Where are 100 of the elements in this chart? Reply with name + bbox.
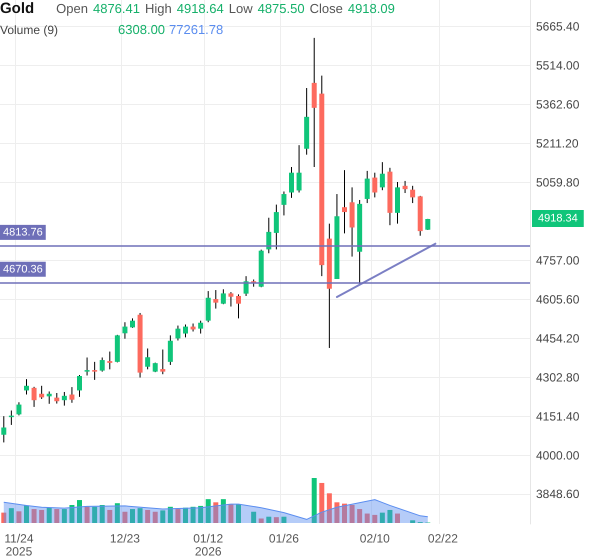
y-tick-label: 4151.40: [536, 409, 580, 424]
bar: [357, 509, 362, 523]
bar: [54, 509, 60, 523]
x-tick-label: 11/24 2025: [4, 532, 34, 558]
bar: [183, 508, 188, 523]
candlestick: [364, 170, 370, 204]
candlestick: [46, 390, 52, 404]
ref-line-label: 4813.76: [3, 226, 43, 238]
candlestick: [130, 318, 135, 328]
candlestick: [54, 392, 60, 404]
bar: [84, 506, 90, 523]
annotation: 6308.00: [118, 22, 166, 37]
candlestick: [402, 180, 408, 194]
bar: [1, 512, 6, 523]
y-tick-label: 3848.60: [536, 487, 580, 502]
candlestick: [175, 325, 180, 341]
bar: [77, 500, 82, 523]
bar: [326, 493, 332, 523]
candlestick: [296, 144, 302, 194]
bar: [213, 502, 218, 523]
candlestick: [380, 162, 385, 191]
candlestick: [32, 386, 37, 408]
ref-line-label: 4670.36: [3, 263, 43, 276]
bar: [62, 509, 67, 523]
bar: [251, 512, 256, 523]
candlestick: [236, 294, 241, 319]
bar: [266, 516, 272, 523]
bar: [319, 482, 324, 523]
candlestick: [342, 170, 347, 234]
bar: [175, 509, 180, 523]
bar: [198, 506, 204, 523]
candlestick: [220, 288, 226, 305]
bar: [107, 510, 112, 523]
y-tick-label: 4757.00: [536, 253, 580, 268]
bar: [160, 510, 166, 523]
text: 4918.34: [538, 212, 578, 224]
bar: [312, 478, 317, 523]
candlestick: [206, 290, 211, 323]
bar: [168, 506, 173, 523]
candlestick: [107, 351, 112, 370]
candlestick: [100, 356, 105, 372]
y-tick-label: 5211.20: [536, 136, 579, 151]
candlestick: [213, 290, 218, 310]
candlestick: [183, 324, 188, 338]
bar: [281, 516, 286, 523]
annotation: 4875.50: [258, 1, 305, 16]
bar: [236, 504, 241, 523]
bar: [258, 518, 264, 523]
bar: [342, 504, 347, 523]
candlestick: [372, 172, 378, 198]
candlestick: [198, 320, 204, 334]
bar: [410, 520, 416, 523]
bar: [92, 506, 98, 523]
candlestick: [24, 378, 29, 396]
bar: [395, 514, 400, 523]
candlestick: [274, 204, 279, 250]
candlestick: [8, 410, 14, 426]
candlestick: [145, 348, 150, 370]
bar: [228, 504, 234, 523]
bar: [32, 509, 37, 523]
candlestick: [228, 292, 234, 308]
annotation: 77261.78: [169, 22, 224, 37]
bar: [152, 512, 158, 523]
bar: [206, 499, 211, 523]
annotation: Close: [310, 1, 343, 16]
candlestick: [266, 217, 272, 254]
bar: [122, 512, 128, 523]
bar: [100, 505, 105, 523]
candlestick: [39, 385, 44, 400]
y-tick-label: 4454.20: [536, 331, 580, 346]
chart-title: Volume (9): [0, 23, 58, 37]
bar: [190, 506, 196, 523]
x-tick-label: 02/22: [428, 532, 458, 546]
x-tick-label: 12/23: [110, 532, 140, 546]
candlestick: [62, 391, 67, 406]
bar: [350, 505, 355, 523]
bar: [372, 514, 378, 523]
bar: [24, 505, 29, 523]
x-tick-label: 01/12 2026: [193, 532, 224, 558]
bar: [387, 510, 392, 523]
bar: [8, 508, 14, 523]
bar: [274, 517, 279, 523]
y-tick-label: 4000.00: [536, 448, 580, 462]
bar: [334, 502, 340, 523]
annotation: High: [144, 1, 172, 16]
candlestick: [92, 361, 98, 380]
candlestick: [410, 185, 416, 204]
candlestick: [289, 166, 294, 198]
annotation: 4918.09: [348, 1, 395, 16]
candlestick: [152, 362, 158, 373]
bar: [220, 499, 226, 523]
bar: [46, 508, 52, 523]
candlestick: [1, 416, 6, 443]
y-tick-label: 5665.40: [536, 20, 580, 34]
annotation: 4918.64: [176, 1, 224, 16]
annotation: Low: [228, 1, 253, 16]
annotation: Open: [56, 1, 88, 16]
y-tick-label: 5059.80: [536, 176, 580, 190]
y-tick-label: 4302.80: [536, 370, 580, 384]
candlestick: [69, 386, 74, 404]
